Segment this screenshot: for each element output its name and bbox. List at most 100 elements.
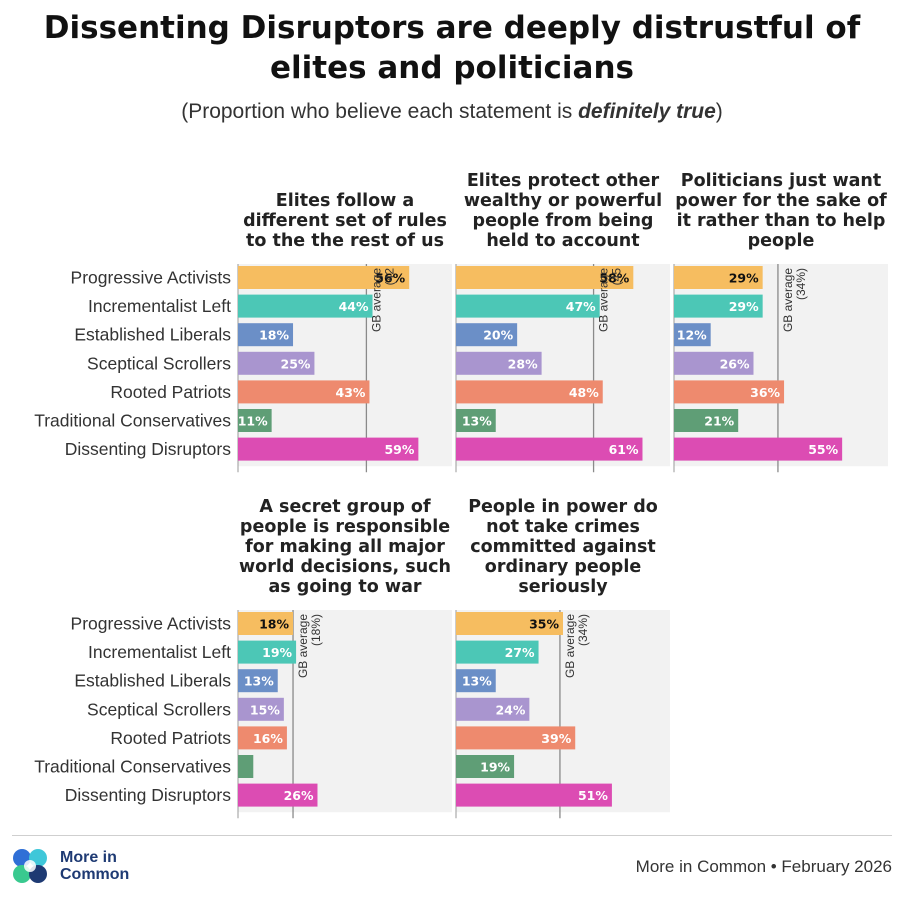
panel-title-line: people from being [473, 211, 654, 231]
bar [238, 697, 284, 721]
panel-title-line: held to account [486, 231, 639, 251]
panel-title-line: people [748, 231, 815, 251]
bar [456, 783, 612, 807]
bar [238, 640, 297, 664]
gb-average-value-label: (34%) [576, 614, 590, 646]
bar-data-label: 12% [677, 328, 707, 343]
bar [674, 409, 739, 432]
bar-data-label: 13% [244, 674, 274, 689]
bar-data-label: 48% [569, 385, 599, 400]
bar-data-label: 19% [480, 760, 510, 775]
bar [456, 437, 643, 461]
gb-average-value-label: (42 [382, 268, 396, 286]
subtitle-emphasis: definitely true [578, 100, 716, 123]
subtitle-suffix: ) [715, 100, 723, 123]
bar [456, 409, 496, 432]
bar-data-label: 11% [238, 414, 268, 429]
bar-data-label: 24% [495, 702, 525, 717]
bar-data-label: 26% [720, 356, 750, 371]
category-label: Incrementalist Left [88, 642, 231, 662]
bar [674, 266, 763, 289]
bar-data-label: 15% [250, 702, 280, 717]
panel-title-line: Elites follow a [276, 191, 414, 211]
bar [238, 783, 318, 807]
bar [456, 266, 634, 289]
bar-data-label: 51% [578, 788, 608, 803]
bar [238, 351, 315, 375]
panel-title-line: Politicians just want [681, 171, 882, 191]
category-label: Traditional Conservatives [34, 411, 231, 431]
bar [238, 612, 294, 635]
panel-title-line: A secret group of [259, 497, 431, 517]
panel-title-line: committed against [470, 537, 655, 557]
category-label: Traditional Conservatives [34, 757, 231, 777]
bar-data-label: 26% [284, 788, 314, 803]
panel-title-line: people is responsible [240, 517, 450, 537]
panel-title-line: People in power do [468, 497, 658, 517]
bar [674, 380, 785, 404]
panel-title-line: ordinary people [485, 557, 642, 577]
category-label: Established Liberals [74, 671, 231, 691]
bar [456, 294, 600, 318]
category-label: Dissenting Disruptors [65, 439, 232, 459]
bar [238, 266, 410, 289]
gb-average-value-label: (18%) [309, 614, 323, 646]
bar-data-label: 20% [483, 328, 513, 343]
bar [674, 294, 763, 318]
category-label: Incrementalist Left [88, 296, 231, 316]
category-label: Sceptical Scrollers [87, 353, 231, 373]
bar [238, 294, 373, 318]
bar [456, 640, 539, 664]
bar-data-label: 56% [375, 271, 405, 286]
bar-data-label: 35% [529, 617, 559, 632]
gb-average-label: GB average [597, 268, 611, 332]
bar [238, 409, 272, 432]
more-in-common-logo-icon [13, 849, 47, 883]
bar-data-label: 39% [541, 731, 571, 746]
bar [456, 697, 530, 721]
bar-data-label: 29% [729, 299, 759, 314]
category-label: Rooted Patriots [110, 382, 231, 402]
bar-data-label: 13% [462, 674, 492, 689]
category-label: Rooted Patriots [110, 728, 231, 748]
bar-data-label: 59% [384, 442, 414, 457]
category-label: Sceptical Scrollers [87, 699, 231, 719]
bar-data-label: 16% [253, 731, 283, 746]
bar [238, 437, 419, 461]
gb-average-label: GB average [563, 614, 577, 678]
panel-title-line: to the the rest of us [246, 231, 444, 251]
bar [238, 323, 294, 347]
chart-subtitle: (Proportion who believe each statement i… [0, 100, 904, 124]
bar-data-label: 21% [704, 414, 734, 429]
category-label: Established Liberals [74, 325, 231, 345]
bar [238, 726, 287, 750]
bar-data-label: 19% [262, 645, 292, 660]
bar [456, 323, 518, 347]
chart-title: Dissenting Disruptors are deeply distrus… [43, 10, 861, 86]
category-label: Progressive Activists [71, 614, 232, 634]
bar [456, 612, 563, 635]
bar [238, 380, 370, 404]
gb-average-value-label: (45 [610, 268, 624, 286]
source-note: More in Common • February 2026 [635, 857, 892, 876]
bar [238, 755, 254, 778]
gb-average-label: GB average [296, 614, 310, 678]
bar [674, 437, 843, 461]
panel-title-line: wealthy or powerful [464, 191, 662, 211]
panel-title-line: not take crimes [486, 517, 640, 537]
bar-data-label: 29% [729, 271, 759, 286]
bar-data-label: 44% [339, 299, 369, 314]
bar [456, 351, 542, 375]
bar [674, 323, 711, 347]
bar-data-label: 58% [599, 271, 629, 286]
footer-divider [12, 835, 892, 836]
bar [456, 755, 515, 778]
panel-title-line: world decisions, such [239, 557, 451, 577]
bar [456, 380, 603, 404]
bar-data-label: 28% [508, 356, 538, 371]
bar-data-label: 43% [336, 385, 366, 400]
panel-title-line: as going to war [268, 577, 421, 597]
category-label: Progressive Activists [71, 268, 232, 288]
panel-title-line: for making all major [245, 537, 445, 557]
